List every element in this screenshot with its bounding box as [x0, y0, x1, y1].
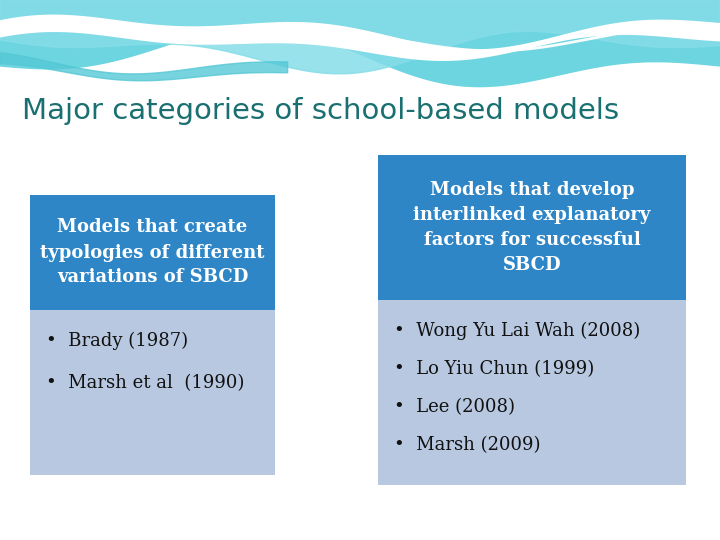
Text: •  Brady (1987): • Brady (1987) — [46, 332, 188, 350]
Text: Models that develop
interlinked explanatory
factors for successful
SBCD: Models that develop interlinked explanat… — [413, 181, 651, 274]
FancyBboxPatch shape — [30, 195, 275, 310]
Text: Major categories of school-based models: Major categories of school-based models — [22, 97, 619, 125]
FancyBboxPatch shape — [378, 155, 686, 485]
Text: •  Lee (2008): • Lee (2008) — [394, 398, 515, 416]
FancyBboxPatch shape — [30, 195, 275, 475]
Text: Models that create
typologies of different
variations of SBCD: Models that create typologies of differe… — [40, 219, 265, 287]
Text: •  Marsh (2009): • Marsh (2009) — [394, 436, 541, 454]
Text: •  Marsh et al  (1990): • Marsh et al (1990) — [46, 374, 244, 392]
Text: •  Wong Yu Lai Wah (2008): • Wong Yu Lai Wah (2008) — [394, 322, 640, 340]
Text: •  Lo Yiu Chun (1999): • Lo Yiu Chun (1999) — [394, 360, 594, 378]
FancyBboxPatch shape — [378, 155, 686, 300]
